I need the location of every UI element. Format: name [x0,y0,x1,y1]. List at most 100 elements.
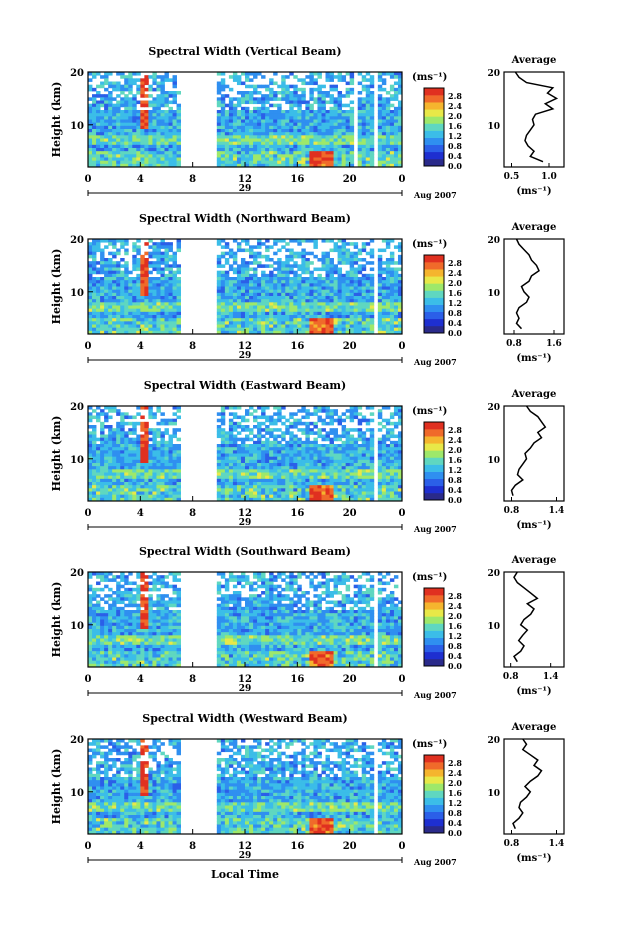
heatmap-cell [96,100,101,105]
colorbar-swatch [424,318,444,327]
heatmap-cell [377,305,383,310]
heatmap-cell [345,258,351,262]
heatmap-cell [176,444,181,448]
heatmap-cell [220,440,226,445]
heatmap-cell [289,283,294,287]
heatmap-cell [240,280,246,284]
heatmap-cell [224,472,230,477]
heatmap-cell [104,305,109,310]
heatmap-cell [124,138,129,143]
heatmap-cell [164,280,169,284]
heatmap-cell [132,154,137,158]
heatmap-cell [88,296,93,300]
heatmap-cell [313,440,318,445]
heatmap-cell [236,321,242,325]
heatmap-cell [228,315,234,319]
heatmap-cell [92,440,97,445]
heatmap-cell [369,81,375,86]
heatmap-cell [341,245,347,249]
heatmap-cell [297,239,302,243]
heatmap-cell [172,157,177,162]
heatmap-cell [285,289,290,294]
heatmap-cell [361,431,367,435]
heatmap-cell [361,444,367,448]
heatmap-cell [228,308,234,313]
heatmap-cell [357,286,363,291]
heatmap-cell [289,289,294,294]
heatmap-cell [265,87,270,92]
heatmap-cell [116,110,121,114]
heatmap-cell [253,327,258,332]
heatmap-cell [108,311,113,316]
heatmap-cell [345,485,351,489]
heatmap-cell [361,242,367,246]
heatmap-cell [112,315,117,319]
heatmap-cell [309,482,314,486]
heatmap-cell [228,160,234,165]
heatmap-cell [124,463,129,467]
heatmap-cell [232,412,238,416]
heatmap-cell [305,434,310,439]
heatmap-cell [389,292,395,297]
heatmap-cell [128,466,133,470]
heatmap-cell [152,296,157,300]
heatmap-cell [144,261,149,265]
heatmap-cell [337,308,343,313]
heatmap-cell [345,160,351,165]
heatmap-cell [293,270,298,275]
heatmap-cell [317,418,322,423]
heatmap-cell [397,72,403,76]
heatmap-cell [301,78,306,82]
heatmap-cell [96,418,101,423]
heatmap-cell [232,72,238,76]
heatmap-cell [245,91,250,95]
heatmap-cell [277,450,282,454]
heatmap-cell [397,103,403,108]
heatmap-cell [377,148,383,152]
heatmap-cell [341,327,347,332]
heatmap-cell [240,258,246,262]
heatmap-cell [273,324,278,329]
heatmap-cell [124,100,129,105]
heatmap-cell [232,286,238,291]
heatmap-cell [144,283,149,287]
heatmap-cell [329,258,334,262]
heatmap-cell [281,270,286,275]
heatmap-cell [108,459,113,464]
colorbar-swatch [424,116,444,124]
heatmap-cell [333,87,338,92]
heatmap-cell [152,324,157,329]
heatmap-cell [265,122,270,127]
heatmap-cell [393,245,399,249]
heatmap-cell [156,318,161,322]
heatmap-cell [245,475,250,480]
heatmap-cell [144,289,149,294]
heatmap-cell [144,327,149,332]
heatmap-cell [240,122,246,127]
heatmap-cell [321,141,326,146]
heatmap-cell [116,84,121,89]
heatmap-cell [112,151,117,155]
heatmap-cell [329,122,334,127]
heatmap-cell [329,72,334,76]
heatmap-cell [305,463,310,467]
heatmap-cell [132,302,137,306]
heatmap-cell [345,251,351,256]
heatmap-cell [265,466,270,470]
heatmap-cell [325,327,330,332]
heatmap-cell [104,122,109,127]
heatmap-cell [365,302,371,306]
heatmap-cell [144,151,149,155]
heatmap-cell [393,324,399,329]
heatmap-cell [176,296,181,300]
heatmap-cell [144,87,149,92]
heatmap-cell [140,425,145,429]
heatmap-cell [297,456,302,461]
heatmap-cell [337,138,343,143]
heatmap-cell [361,321,367,325]
heatmap-cell [249,283,254,287]
heatmap-cell [361,119,367,124]
heatmap-cell [92,289,97,294]
heatmap-cell [236,286,242,291]
heatmap-cell [148,254,153,259]
